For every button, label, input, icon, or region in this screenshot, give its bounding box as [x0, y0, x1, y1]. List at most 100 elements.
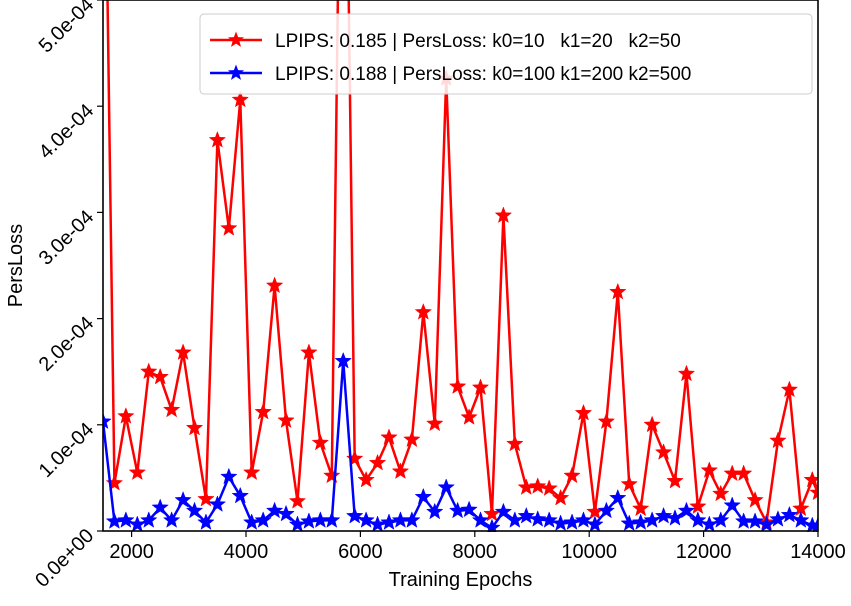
series-1-point: [574, 403, 593, 421]
y-tick-label: 2.0e-04: [35, 312, 99, 376]
series-2-point: [586, 515, 604, 532]
series-1-point: [448, 377, 467, 395]
series-1-point: [151, 367, 169, 385]
series-2-point: [700, 515, 719, 532]
series-1-point: [631, 499, 650, 517]
series-2-point: [448, 501, 467, 519]
series-1-point: [540, 479, 558, 496]
series-2-point: [300, 512, 318, 529]
y-tick-label: 5.0e-04: [35, 0, 99, 57]
series-2-point: [528, 510, 547, 527]
series-2-point: [242, 513, 261, 530]
series-1-line: [106, 0, 818, 524]
series-1-point: [220, 219, 238, 236]
series-2-point: [151, 498, 169, 516]
series-2-point: [609, 488, 627, 506]
legend-label-series-1: LPIPS: 0.185 | PersLoss: k0=10 k1=20 k2=…: [275, 31, 681, 52]
x-tick-label: 14000: [790, 541, 846, 563]
series-1-point: [426, 414, 444, 432]
series-1-point: [380, 428, 398, 445]
series-2-point: [174, 490, 192, 508]
series-1-point: [357, 470, 375, 488]
series-2-point: [471, 511, 490, 528]
series-1-point: [700, 461, 719, 478]
series-1-point: [311, 433, 330, 451]
series-1-point: [769, 431, 787, 449]
series-2-point: [654, 506, 673, 524]
series-1-point: [140, 362, 158, 380]
series-2-point: [769, 510, 787, 527]
x-tick-label: 12000: [676, 541, 732, 563]
series-1-point: [471, 378, 490, 396]
series-1-point: [414, 303, 433, 320]
series-2-point: [403, 511, 421, 528]
series-2-point: [677, 501, 696, 519]
series-1-point: [403, 430, 421, 448]
series-2-point: [620, 514, 638, 532]
series-2-point: [357, 511, 375, 528]
series-1-point: [506, 434, 524, 452]
legend: LPIPS: 0.185 | PersLoss: k0=10 k1=20 k2=…: [199, 13, 813, 95]
series-2-point: [780, 505, 799, 523]
series-2-point: [162, 511, 181, 528]
x-tick-label: 2000: [109, 541, 154, 563]
series-1-point: [300, 343, 318, 361]
series-1-point: [323, 466, 341, 484]
series-2-point: [792, 511, 810, 528]
series-2-point: [631, 513, 650, 530]
series-1-point: [620, 475, 638, 492]
y-axis-label: PersLoss: [5, 224, 27, 307]
series-2-point: [746, 512, 764, 529]
series-2-point: [220, 467, 238, 485]
series-1-point: [746, 490, 764, 508]
series-2-point: [643, 511, 661, 528]
series-2-point: [117, 511, 135, 528]
series-1-point: [231, 90, 250, 108]
y-tick-label: 0.0e+00: [31, 525, 98, 592]
series-2-point: [380, 513, 398, 530]
series-1-point: [208, 130, 227, 148]
series-1-point: [689, 497, 707, 515]
legend-label-series-2: LPIPS: 0.188 | PersLoss: k0=100 k1=200 k…: [275, 64, 691, 85]
series-1-point: [460, 408, 478, 425]
y-tick-label: 3.0e-04: [35, 206, 99, 270]
series-2-point: [103, 412, 112, 430]
legend-entry-series-2: LPIPS: 0.188 | PersLoss: k0=100 k1=200 k…: [210, 64, 691, 85]
series-2-point: [563, 513, 581, 530]
x-tick-label: 6000: [338, 541, 383, 563]
y-tick-label: 4.0e-04: [35, 100, 99, 164]
series-1-point: [494, 206, 513, 224]
series-1-point: [597, 412, 616, 430]
series-1-point: [185, 418, 204, 436]
series-2-point: [666, 509, 684, 526]
x-tick-label: 4000: [224, 541, 269, 563]
series-2-point: [334, 351, 352, 369]
series-1-point: [277, 411, 295, 429]
series-2-point: [185, 501, 204, 519]
series-2-point: [712, 511, 730, 528]
series-2-point: [460, 500, 478, 518]
series-1-point: [368, 453, 387, 471]
series-2-point: [757, 515, 776, 532]
series-1-point: [242, 463, 261, 481]
series-1-point: [528, 477, 547, 494]
series-2-point: [345, 506, 364, 524]
series-1-point: [174, 343, 192, 361]
series-layer: [103, 0, 818, 532]
series-2-point: [426, 502, 444, 520]
x-axis-label: Training Epochs: [389, 569, 533, 591]
series-2-point: [414, 487, 433, 505]
series-2-point: [506, 511, 524, 528]
y-tick-label: 1.0e-04: [35, 419, 99, 483]
series-2-point: [140, 511, 158, 528]
series-1-point: [345, 449, 364, 467]
series-1-point: [734, 464, 753, 482]
series-2-point: [597, 501, 616, 519]
series-2-point: [437, 478, 455, 495]
series-2-point: [197, 513, 215, 530]
legend-star-marker-series-2: [227, 64, 245, 80]
series-1-point: [254, 402, 272, 420]
series-2-point: [723, 496, 741, 513]
series-1-point: [391, 462, 410, 479]
series-2-point: [288, 515, 307, 532]
